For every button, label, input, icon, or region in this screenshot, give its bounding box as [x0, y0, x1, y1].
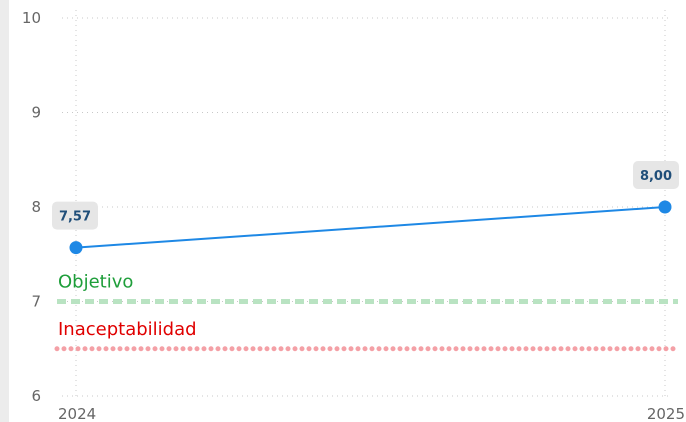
y-tick-label: 7: [31, 293, 41, 311]
data-point: [69, 241, 83, 255]
y-axis: 6 7 8 9 10: [22, 9, 41, 405]
series-line: [75, 206, 666, 249]
y-tick-label: 9: [31, 104, 41, 122]
y-tick-label: 6: [31, 387, 41, 405]
y-tick-label: 8: [31, 198, 41, 216]
x-tick-label: 2024: [58, 405, 96, 422]
data-label-box: [633, 161, 679, 189]
data-label: 7,57: [59, 210, 91, 225]
x-tick-label: 2025: [647, 405, 685, 422]
data-label-box: [52, 201, 98, 230]
reference-lines: Objetivo Inaceptabilidad: [54, 272, 681, 352]
y-tick-label: 10: [22, 9, 41, 27]
data-point: [658, 200, 672, 214]
series-layer: 7,57 8,00: [52, 161, 679, 255]
reference-label: Objetivo: [58, 272, 133, 293]
reference-label: Inaceptabilidad: [58, 319, 197, 340]
data-label: 8,00: [640, 169, 672, 184]
x-axis: 2024 2025: [58, 405, 685, 422]
panel-edge: [0, 0, 9, 422]
